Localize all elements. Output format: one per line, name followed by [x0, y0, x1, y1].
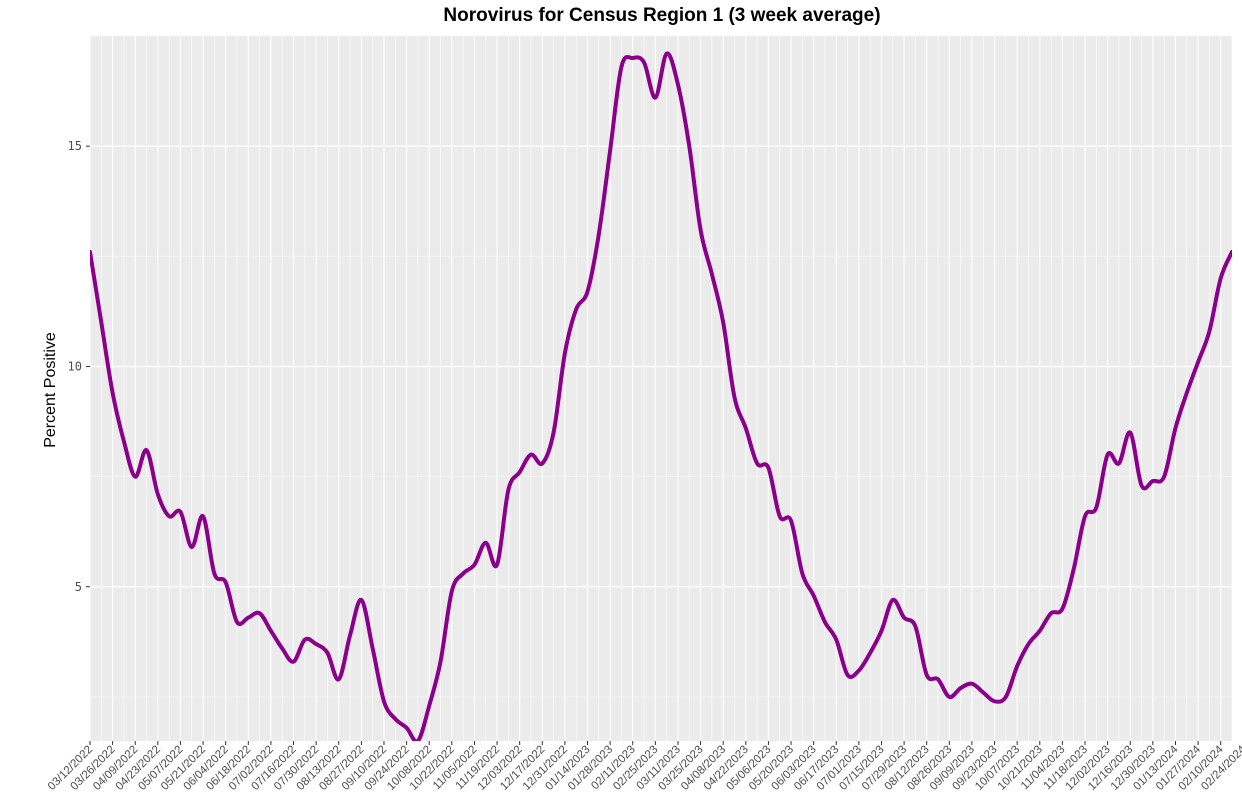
- plot-area: 5101503/12/202203/26/202204/09/202204/23…: [46, 35, 1242, 793]
- y-tick-label: 15: [68, 139, 82, 153]
- series-line: [90, 51, 1232, 741]
- y-axis-label: Percent Positive: [42, 332, 59, 448]
- y-tick-label: 5: [75, 580, 82, 594]
- plot-background: [90, 36, 1232, 741]
- y-tick-label: 10: [68, 359, 82, 373]
- chart-title: Norovirus for Census Region 1 (3 week av…: [443, 5, 880, 26]
